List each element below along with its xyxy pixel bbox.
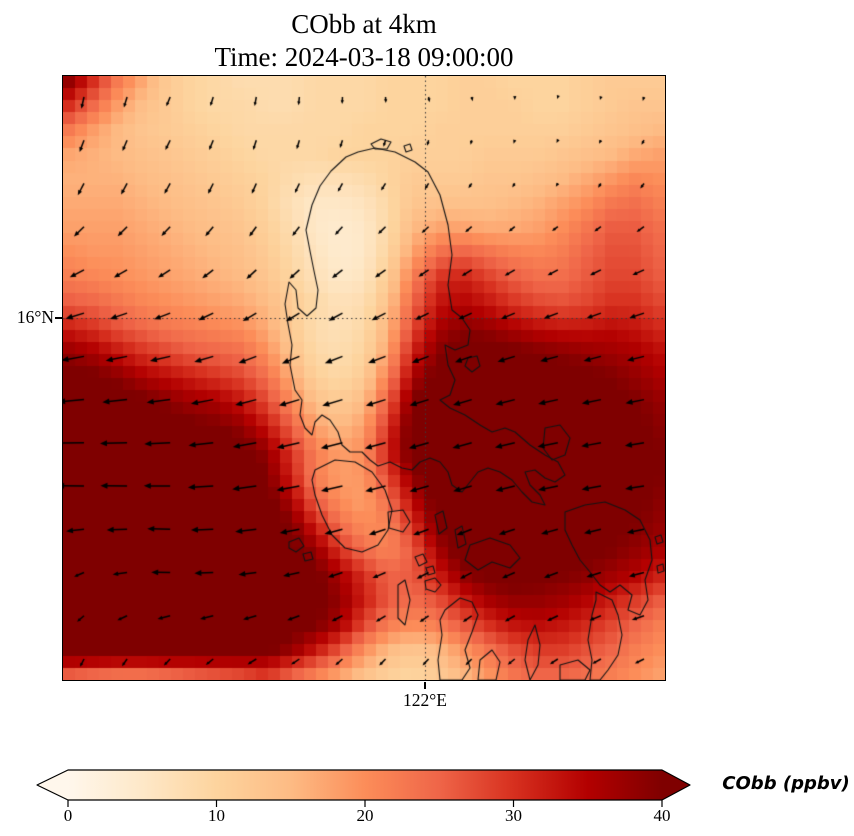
lat-axis-tick [55, 317, 62, 319]
colorbar-ticks [67, 800, 663, 807]
colorbar-tick-label: 20 [356, 806, 374, 825]
figure-subtitle-time: Time: 2024-03-18 09:00:00 [214, 42, 514, 72]
lon-axis-label: 122°E [403, 690, 447, 710]
lon-axis-tick [424, 682, 426, 689]
figure-title: CObb at 4km [291, 9, 437, 39]
figure-title-block: CObb at 4km Time: 2024-03-18 09:00:00 [63, 8, 665, 74]
colorbar-gradient-bar [36, 769, 691, 801]
colorbar-tick-labels: 0 10 20 30 40 [0, 806, 854, 832]
colorbar-tick-label: 40 [653, 806, 671, 825]
map-axes-frame [62, 75, 666, 681]
lat-axis-label: 16°N [16, 307, 54, 327]
colorbar [36, 769, 691, 807]
colorbar-unit-label: CObb (ppbv) [722, 773, 850, 794]
heatmap-quiver-canvas [63, 76, 665, 680]
colorbar-tick-label: 0 [63, 806, 73, 825]
colorbar-tick-label: 10 [208, 806, 225, 825]
colorbar-tick-label: 30 [505, 806, 522, 825]
